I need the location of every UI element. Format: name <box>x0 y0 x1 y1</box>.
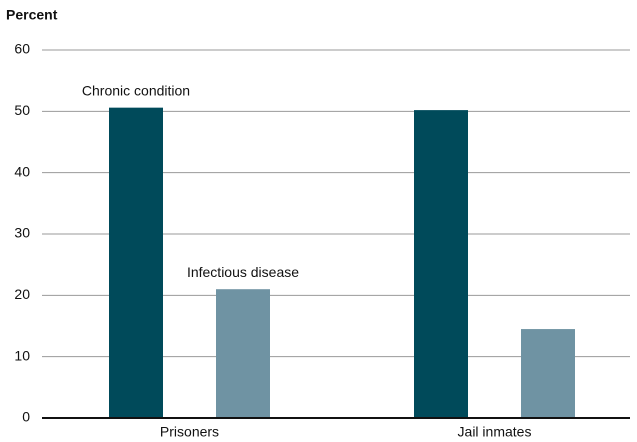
x-tick-label: Jail inmates <box>458 424 532 440</box>
bar <box>521 329 575 418</box>
bar <box>109 107 163 419</box>
y-tick-label: 0 <box>22 409 30 425</box>
bar <box>414 110 468 419</box>
y-tick-label: 30 <box>14 225 30 241</box>
y-tick-label: 10 <box>14 347 30 363</box>
y-tick-label: 40 <box>14 163 30 179</box>
series-label: Infectious disease <box>187 264 299 280</box>
x-tick-label: Prisoners <box>160 424 219 440</box>
bar <box>216 289 270 418</box>
y-tick-label: 60 <box>14 41 30 57</box>
series-label: Chronic condition <box>82 82 190 98</box>
y-tick-label: 50 <box>14 102 30 118</box>
y-tick-label: 20 <box>14 286 30 302</box>
y-axis-label: Percent <box>6 7 58 23</box>
